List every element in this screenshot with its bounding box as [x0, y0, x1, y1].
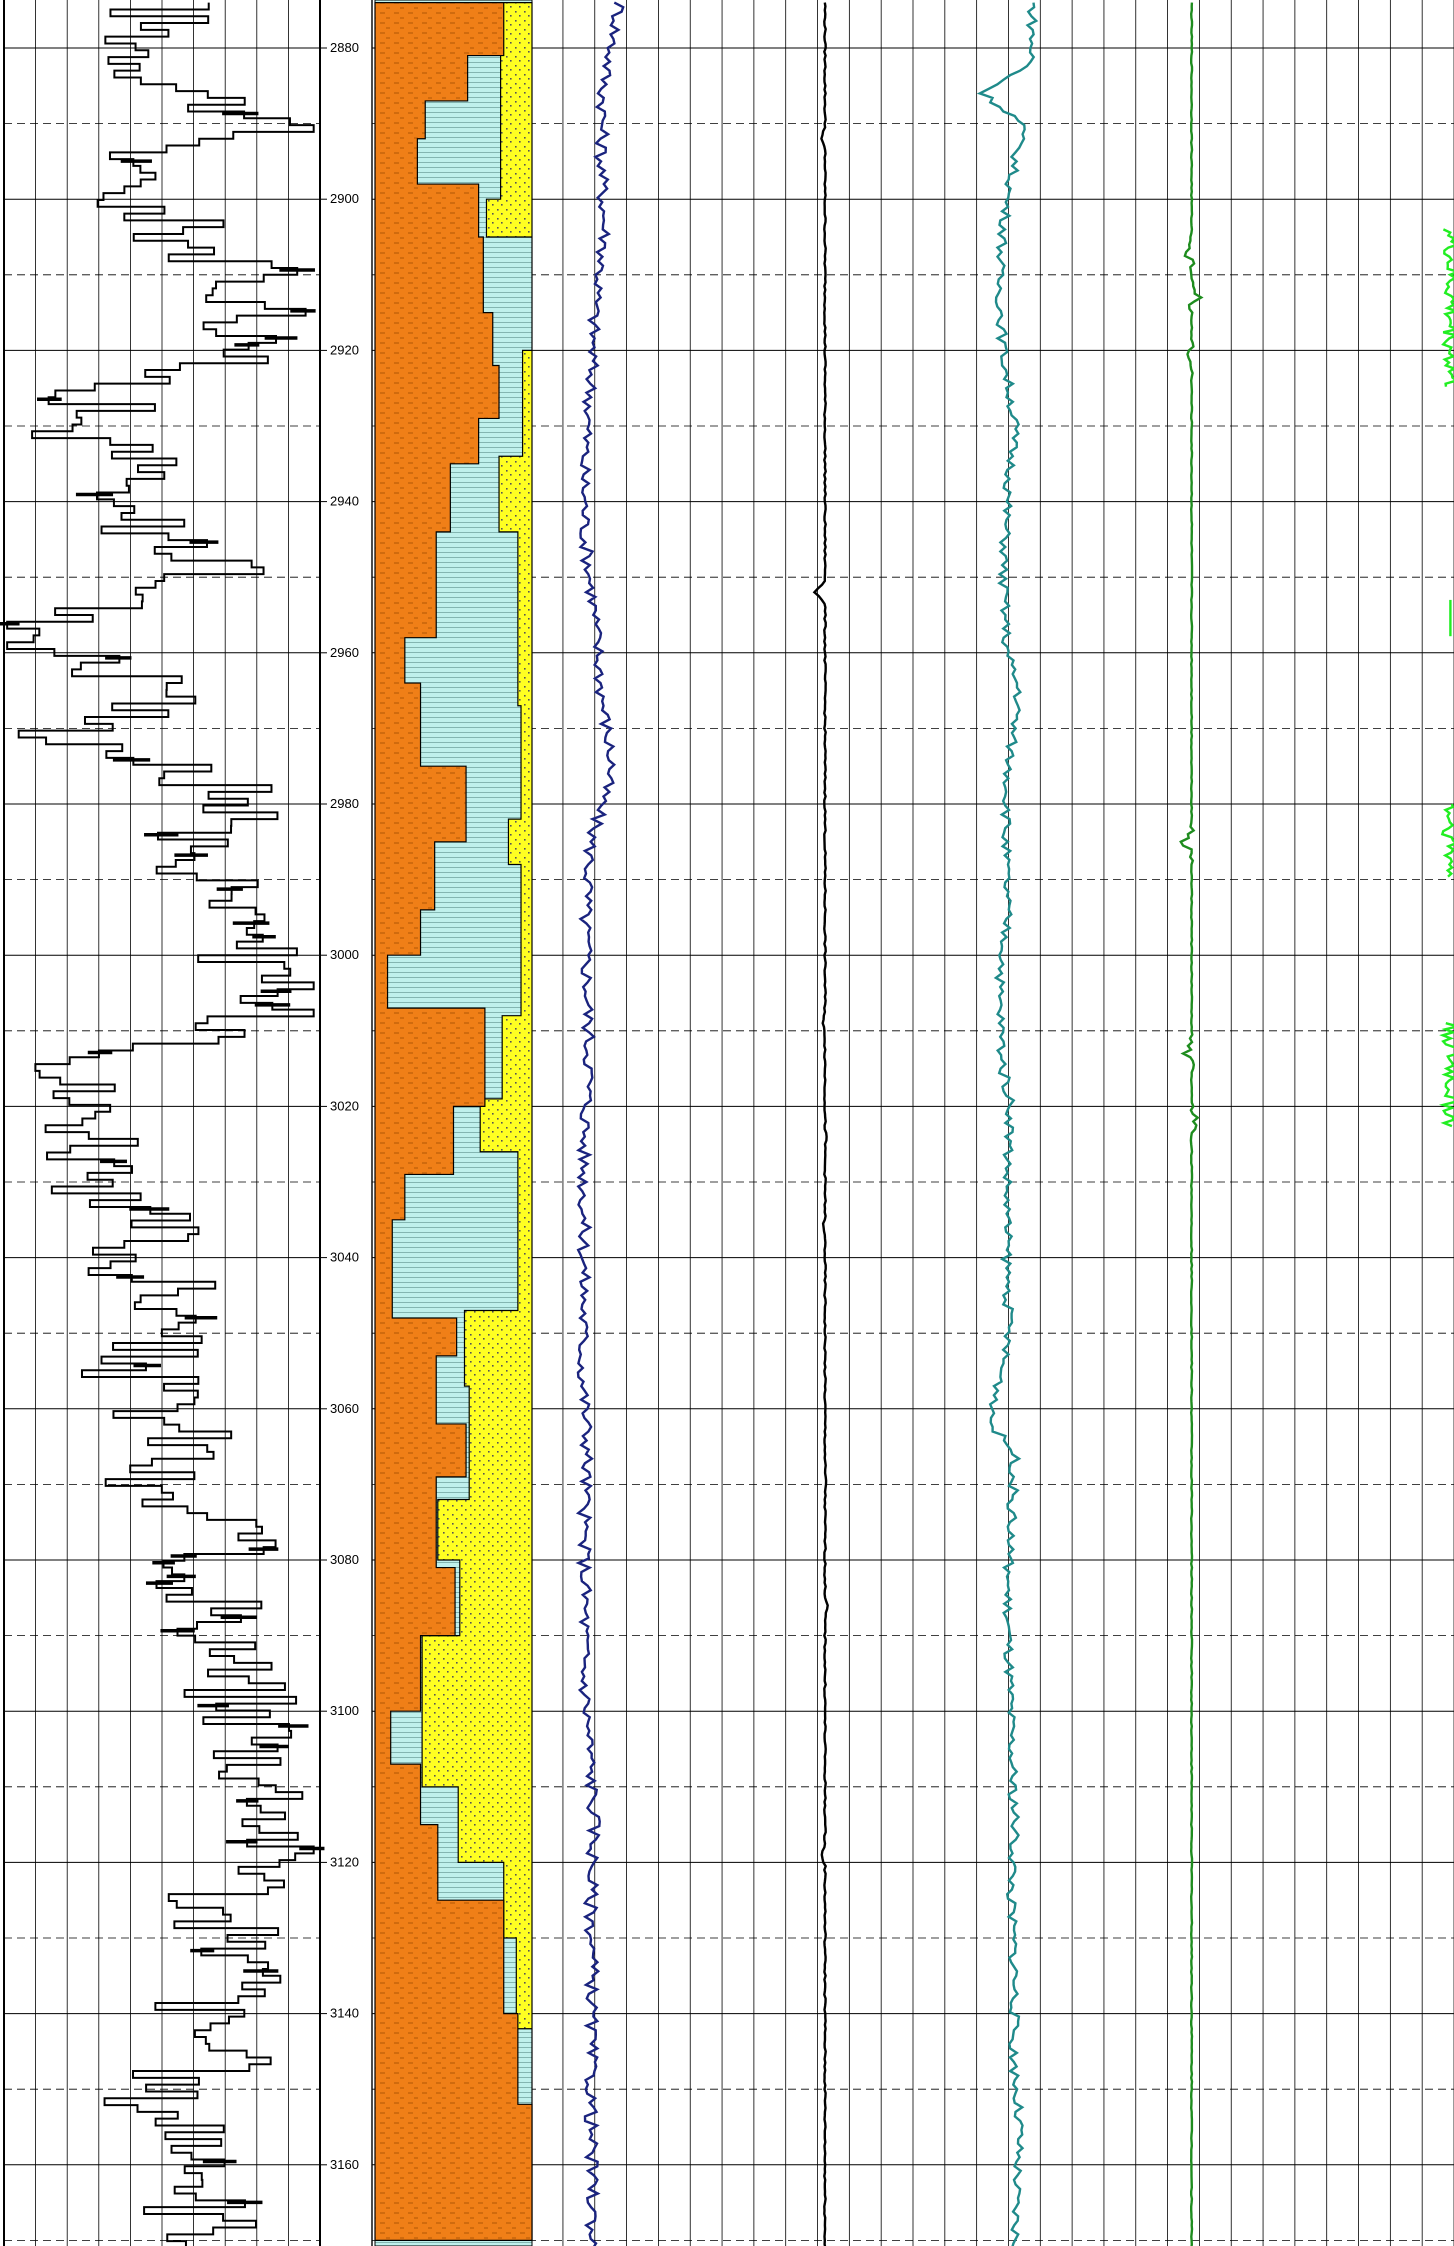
- lithology-shale: [374, 2, 533, 2241]
- depth-label-3000: 3000: [330, 947, 359, 962]
- depth-label-2880: 2880: [330, 40, 359, 55]
- depth-label-2900: 2900: [330, 191, 359, 206]
- depth-label-2920: 2920: [330, 342, 359, 357]
- green-curve-segment-0: [1441, 228, 1454, 387]
- green-curve-segment-3: [1438, 1022, 1454, 1128]
- depth-label-3140: 3140: [330, 2006, 359, 2021]
- depth-label-3020: 3020: [330, 1098, 359, 1113]
- log-curve-1: [575, 1, 625, 2246]
- log-curve-4: [1179, 2, 1204, 2246]
- depth-label-3080: 3080: [330, 1552, 359, 1567]
- log-curve-2: [812, 2, 829, 2246]
- depth-label-2960: 2960: [330, 645, 359, 660]
- log-curve-3: [976, 2, 1039, 2246]
- log-curve-0: [6, 2, 315, 2246]
- depth-label-3100: 3100: [330, 1703, 359, 1718]
- depth-label-3040: 3040: [330, 1250, 359, 1265]
- depth-label-3120: 3120: [330, 1854, 359, 1869]
- green-curve-segment-2: [1440, 803, 1454, 878]
- depth-label-3160: 3160: [330, 2157, 359, 2172]
- depth-labels: 2880 2900 2920 2940 2960 2980 3000 3020 3040 3060…: [320, 40, 359, 2172]
- depth-label-3060: 3060: [330, 1401, 359, 1416]
- depth-label-2980: 2980: [330, 796, 359, 811]
- depth-label-2940: 2940: [330, 494, 359, 509]
- lithology-track: [374, 0, 533, 2246]
